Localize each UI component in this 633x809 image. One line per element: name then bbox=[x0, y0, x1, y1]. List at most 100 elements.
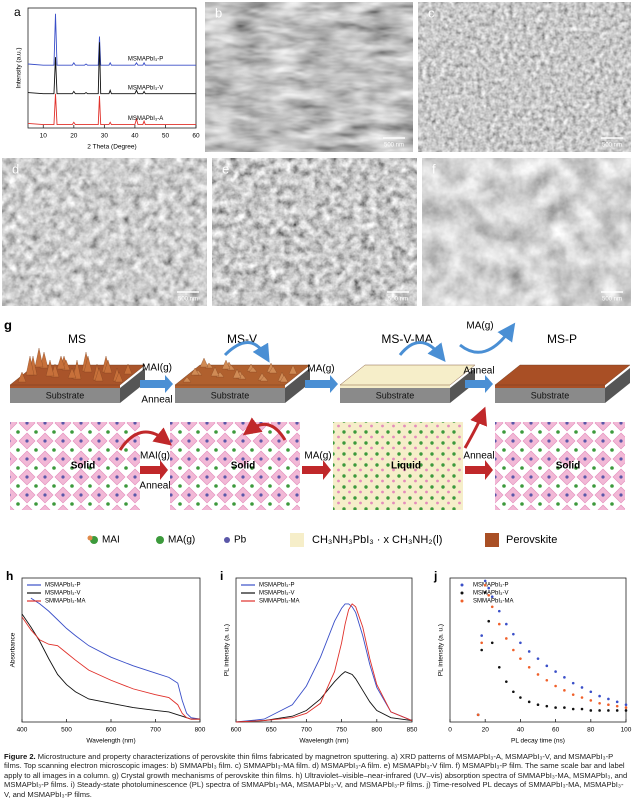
crystal bbox=[221, 359, 231, 370]
data-point bbox=[615, 709, 619, 712]
sem-image bbox=[2, 158, 207, 306]
scale-bar-label: 500 nm bbox=[384, 143, 404, 149]
data-point bbox=[563, 689, 566, 692]
data-point bbox=[563, 676, 566, 679]
phase-label: Solid bbox=[71, 461, 95, 472]
crystal bbox=[83, 355, 93, 373]
data-point bbox=[480, 648, 483, 652]
crystal bbox=[34, 347, 44, 368]
data-point bbox=[607, 697, 610, 701]
crystal bbox=[210, 366, 220, 377]
process-arrow bbox=[140, 375, 173, 393]
data-point bbox=[536, 673, 540, 676]
data-point bbox=[589, 709, 593, 712]
x-tick-label: 100 bbox=[621, 727, 632, 734]
x-tick-label: 60 bbox=[552, 727, 560, 734]
stage-label: MS bbox=[68, 332, 86, 346]
x-tick-label: 60 bbox=[192, 133, 200, 140]
legend-swatch bbox=[290, 533, 304, 547]
data-point bbox=[483, 579, 487, 583]
y-axis-label: PL intensity (a. u.) bbox=[224, 624, 231, 676]
data-point bbox=[624, 709, 628, 712]
x-tick-label: 0 bbox=[448, 727, 452, 734]
x-tick-label: 400 bbox=[17, 727, 28, 734]
crystal bbox=[94, 367, 104, 382]
legend-marker bbox=[460, 591, 464, 595]
data-point bbox=[505, 680, 508, 683]
data-point bbox=[487, 593, 491, 597]
legend-pb bbox=[224, 537, 230, 543]
legend-marker bbox=[460, 583, 464, 587]
crystal bbox=[248, 366, 258, 373]
gas-arrow bbox=[118, 427, 173, 451]
data-point bbox=[563, 706, 566, 709]
substrate-label: Substrate bbox=[376, 390, 415, 400]
series-label: MSMAPbI₃-P bbox=[128, 57, 163, 63]
data-point bbox=[580, 686, 584, 689]
x-tick-label: 50 bbox=[162, 133, 170, 140]
data-point bbox=[476, 713, 480, 717]
panel-label: f bbox=[432, 161, 436, 176]
crystal bbox=[25, 355, 35, 376]
substrate-side bbox=[605, 368, 630, 403]
panel-label: d bbox=[12, 161, 19, 176]
crystal bbox=[123, 363, 133, 375]
data-line bbox=[27, 93, 196, 126]
legend-label: CH₃NH₃PbI₃ · x CH₃NH₂(l) bbox=[312, 534, 442, 546]
gas-arrow bbox=[242, 417, 287, 441]
data-point bbox=[512, 648, 515, 652]
data-point bbox=[607, 703, 610, 707]
panel-label: h bbox=[6, 569, 13, 583]
phase-label: Solid bbox=[231, 461, 255, 472]
data-point bbox=[490, 595, 494, 599]
legend-label: SMMAPbI₃-MA bbox=[473, 599, 513, 605]
lattice bbox=[10, 422, 140, 510]
data-point bbox=[545, 704, 549, 708]
data-line bbox=[21, 616, 200, 720]
data-point bbox=[571, 681, 575, 685]
data-line bbox=[27, 42, 196, 95]
data-point bbox=[527, 700, 531, 704]
data-point bbox=[554, 706, 557, 709]
process-arrow bbox=[305, 375, 338, 393]
substrate-side bbox=[450, 368, 475, 403]
x-tick-label: 20 bbox=[70, 133, 78, 140]
crystal bbox=[199, 357, 209, 368]
legend-label: SMMAPbI₃-MA bbox=[45, 599, 85, 605]
data-point bbox=[527, 665, 531, 669]
substrate-front bbox=[10, 388, 120, 403]
data-point bbox=[545, 664, 549, 668]
caption: Figure 2. Microstructure and property ch… bbox=[4, 752, 629, 799]
legend-label: MA(g) bbox=[168, 535, 195, 546]
crystal bbox=[279, 374, 289, 383]
x-tick-label: 850 bbox=[407, 727, 418, 734]
data-line bbox=[235, 603, 413, 723]
legend-label: MSMAPbI₃-V bbox=[473, 591, 508, 597]
crystal bbox=[268, 365, 278, 374]
crystal bbox=[190, 367, 200, 376]
panel-label: e bbox=[222, 161, 229, 176]
film-top bbox=[339, 364, 476, 386]
sem-image bbox=[418, 2, 631, 152]
series-label: MSMAPbI₃-A bbox=[128, 116, 163, 122]
y-axis-label: Intensity (a.u.) bbox=[16, 47, 23, 88]
data-point bbox=[512, 632, 515, 636]
x-tick-label: 30 bbox=[101, 133, 109, 140]
x-axis-label: Wavelength (nm) bbox=[86, 738, 135, 745]
x-tick-label: 700 bbox=[301, 727, 312, 734]
sem-image bbox=[212, 158, 417, 306]
gas-arrow bbox=[223, 341, 270, 363]
process-label: Anneal bbox=[463, 451, 494, 462]
legend-ma bbox=[156, 536, 164, 544]
plot-frame bbox=[27, 7, 197, 129]
data-point bbox=[589, 699, 593, 702]
x-tick-label: 600 bbox=[231, 727, 242, 734]
data-point bbox=[512, 690, 515, 694]
legend-label: SMMAPbI₃-MA bbox=[259, 599, 299, 605]
x-tick-label: 800 bbox=[195, 727, 206, 734]
data-point bbox=[483, 591, 487, 594]
data-point bbox=[624, 706, 628, 709]
legend-label: MAI bbox=[102, 535, 120, 546]
film-edge bbox=[340, 385, 450, 388]
process-label: MA(g) bbox=[304, 451, 331, 462]
